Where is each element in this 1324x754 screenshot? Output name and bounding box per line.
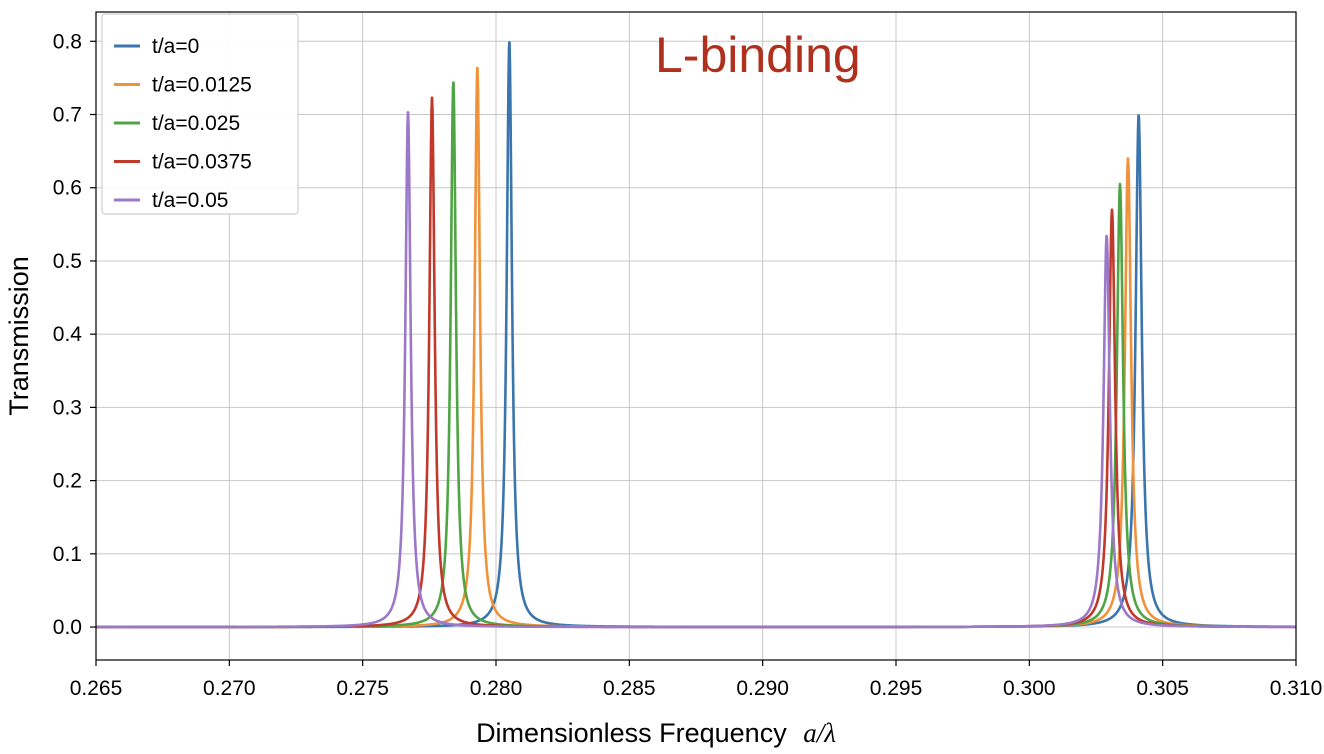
x-tick-label: 0.270: [203, 677, 256, 700]
y-axis-label: Transmission: [4, 256, 34, 416]
y-tick-label: 0.1: [53, 543, 82, 566]
y-tick-label: 0.4: [53, 323, 83, 346]
series-line-4: [95, 111, 1297, 629]
x-axis-label-text: Dimensionless Frequency: [476, 718, 787, 748]
x-tick-label: 0.275: [336, 677, 389, 700]
x-tick-label: 0.285: [603, 677, 656, 700]
legend-label-1: t/a=0.0125: [152, 74, 252, 97]
y-tick-label: 0.3: [53, 396, 82, 419]
x-axis-label: Dimensionless Frequency a/λ: [476, 718, 836, 748]
plot-frame: [95, 11, 1297, 661]
legend-box: [101, 13, 299, 215]
x-axis-label-math: a/λ: [803, 718, 836, 748]
y-tick-label: 0.6: [53, 177, 82, 200]
legend: t/a=0 t/a=0.0125 t/a=0.025 t/a=0.0375 t/a=0.…: [101, 13, 299, 215]
y-tick-label: 0.7: [53, 104, 82, 127]
y-tick-label: 0.0: [53, 616, 82, 639]
y-tick-label: 0.5: [53, 250, 82, 273]
series-lines: [95, 41, 1297, 629]
x-tick-label: 0.280: [470, 677, 523, 700]
ticks: 0.265 0.270 0.275 0.280 0.285 0.290 0.295 0.300…: [53, 30, 1322, 700]
legend-label-3: t/a=0.0375: [152, 151, 252, 174]
legend-label-4: t/a=0.05: [152, 189, 228, 212]
annotation-l-binding: L-binding: [655, 27, 861, 83]
x-tick-label: 0.265: [70, 677, 123, 700]
legend-label-0: t/a=0: [152, 35, 199, 58]
x-tick-label: 0.295: [870, 677, 923, 700]
x-tick-label: 0.310: [1270, 677, 1323, 700]
legend-label-2: t/a=0.025: [152, 112, 240, 135]
x-tick-label: 0.305: [1136, 677, 1189, 700]
y-tick-label: 0.8: [53, 30, 82, 53]
x-tick-label: 0.300: [1003, 677, 1056, 700]
y-tick-label: 0.2: [53, 470, 82, 493]
x-tick-label: 0.290: [736, 677, 789, 700]
